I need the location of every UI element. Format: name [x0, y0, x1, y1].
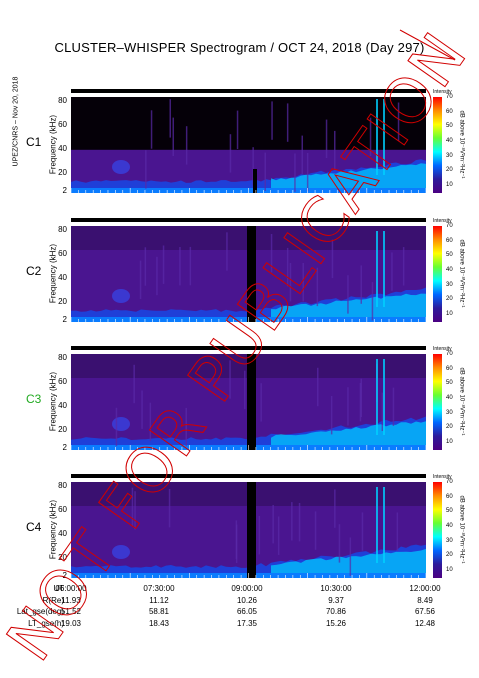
panel-top-bar [71, 474, 426, 478]
orbit-value: 10.26 [217, 596, 277, 605]
satellite-label: C1 [26, 135, 41, 149]
orbit-value: 9.37 [306, 596, 366, 605]
colorbar-tick-label: 50 [446, 508, 453, 514]
colorbar-tick-label: 60 [446, 238, 453, 244]
colorbar-tick-label: 20 [446, 552, 453, 558]
colorbar-label: dB above 10⁻⁸V²m⁻²Hz⁻¹ [459, 105, 466, 185]
orbit-value: 09:00:00 [217, 584, 277, 593]
y-tick-label: 80 [47, 96, 67, 105]
colorbar-tick-label: 70 [446, 479, 453, 485]
y-tick-label: 40 [47, 401, 67, 410]
y-tick-label: 20 [47, 168, 67, 177]
orbit-value: 18.43 [129, 619, 189, 628]
spectrogram-image [71, 354, 426, 450]
colorbar-tick-label: 10 [446, 311, 453, 317]
colorbar-tick-label: 40 [446, 523, 453, 529]
colorbar [433, 482, 442, 578]
orbit-row: UT 06:00:00 07:30:00 09:00:00 10:30:00 12:00:… [0, 584, 479, 596]
y-tick-label: 40 [47, 273, 67, 282]
colorbar-tick-label: 30 [446, 538, 453, 544]
y-tick-label: 40 [47, 144, 67, 153]
colorbar-tick-label: 40 [446, 138, 453, 144]
panel-top-bar [71, 346, 426, 350]
y-tick-label: 2 [47, 443, 67, 452]
orbit-row: Lat_gse(deg) 51.52 58.81 66.05 70.86 67.56 [0, 607, 479, 619]
colorbar-tick-label: 10 [446, 439, 453, 445]
y-tick-label: 40 [47, 529, 67, 538]
colorbar-tick-label: 20 [446, 296, 453, 302]
colorbar-tick-label: 50 [446, 380, 453, 386]
satellite-label: C2 [26, 264, 41, 278]
orbit-value: 66.05 [217, 607, 277, 616]
colorbar [433, 354, 442, 450]
spectrogram-image [71, 226, 426, 322]
y-tick-label: 80 [47, 353, 67, 362]
colorbar-tick-label: 20 [446, 424, 453, 430]
orbit-value: 11.93 [41, 596, 101, 605]
orbit-value: 15.26 [306, 619, 366, 628]
spectrogram-panel-c3 [71, 354, 426, 450]
colorbar-tick-label: 20 [446, 167, 453, 173]
y-tick-label: 60 [47, 377, 67, 386]
chart-title: CLUSTER–WHISPER Spectrogram / OCT 24, 20… [0, 40, 479, 55]
spectrogram-panel-c2 [71, 226, 426, 322]
side-note: UPEZ/CNRS – Nov 20, 2018 [13, 62, 20, 182]
y-tick-label: 80 [47, 481, 67, 490]
orbit-value: 17.35 [217, 619, 277, 628]
orbit-value: 19.03 [41, 619, 101, 628]
orbit-value: 51.52 [41, 607, 101, 616]
panel-top-bar [71, 89, 426, 93]
orbit-value: 12:00:00 [395, 584, 455, 593]
spectrogram-panel-c1 [71, 97, 426, 193]
orbit-row: LT_gse(h) 19.03 18.43 17.35 15.26 12.48 [0, 619, 479, 631]
orbit-value: 58.81 [129, 607, 189, 616]
satellite-label: C3 [26, 392, 41, 406]
y-tick-label: 20 [47, 297, 67, 306]
spectrogram-image [71, 482, 426, 578]
orbit-value: 10:30:00 [306, 584, 366, 593]
orbit-value: 70.86 [306, 607, 366, 616]
y-tick-label: 2 [47, 571, 67, 580]
y-tick-label: 2 [47, 315, 67, 324]
orbit-value: 06:00:00 [41, 584, 101, 593]
spectrogram-panel-c4 [71, 482, 426, 578]
colorbar-tick-label: 70 [446, 94, 453, 100]
orbit-row: R(Re) 11.93 11.12 10.26 9.37 8.49 [0, 596, 479, 608]
y-tick-label: 60 [47, 505, 67, 514]
colorbar-tick-label: 60 [446, 109, 453, 115]
orbit-value: 67.56 [395, 607, 455, 616]
colorbar-tick-label: 10 [446, 567, 453, 573]
orbit-value: 8.49 [395, 596, 455, 605]
colorbar [433, 97, 442, 193]
orbit-value: 07:30:00 [129, 584, 189, 593]
colorbar-tick-label: 70 [446, 351, 453, 357]
colorbar [433, 226, 442, 322]
spectrogram-image [71, 97, 426, 193]
y-tick-label: 60 [47, 120, 67, 129]
satellite-label: C4 [26, 520, 41, 534]
y-tick-label: 20 [47, 425, 67, 434]
y-tick-label: 2 [47, 186, 67, 195]
colorbar-tick-label: 10 [446, 182, 453, 188]
orbit-value: 11.12 [129, 596, 189, 605]
colorbar-tick-label: 30 [446, 282, 453, 288]
colorbar-tick-label: 70 [446, 223, 453, 229]
colorbar-tick-label: 60 [446, 366, 453, 372]
colorbar-label: dB above 10⁻⁸V²m⁻²Hz⁻¹ [459, 490, 466, 570]
panel-top-bar [71, 218, 426, 222]
y-tick-label: 60 [47, 249, 67, 258]
y-tick-label: 80 [47, 225, 67, 234]
colorbar-tick-label: 50 [446, 252, 453, 258]
colorbar-tick-label: 60 [446, 494, 453, 500]
colorbar-tick-label: 30 [446, 153, 453, 159]
colorbar-label: dB above 10⁻⁸V²m⁻²Hz⁻¹ [459, 234, 466, 314]
y-tick-label: 20 [47, 553, 67, 562]
colorbar-label: dB above 10⁻⁸V²m⁻²Hz⁻¹ [459, 362, 466, 442]
colorbar-tick-label: 30 [446, 410, 453, 416]
orbit-value: 12.48 [395, 619, 455, 628]
colorbar-tick-label: 50 [446, 123, 453, 129]
colorbar-tick-label: 40 [446, 395, 453, 401]
colorbar-tick-label: 40 [446, 267, 453, 273]
